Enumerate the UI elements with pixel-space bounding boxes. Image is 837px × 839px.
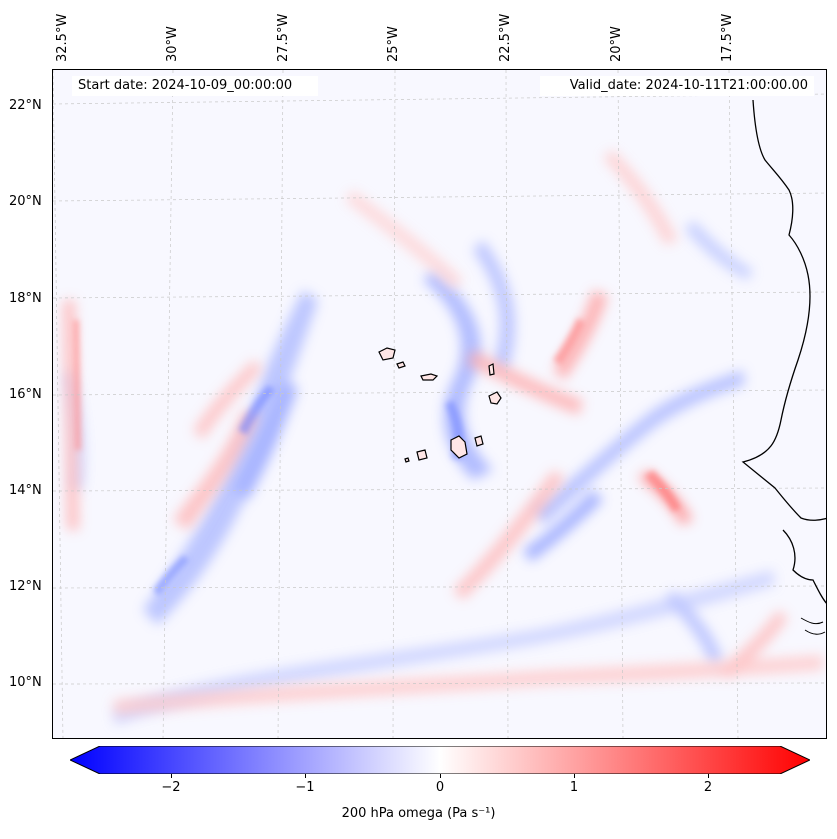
cb-tickmark-1 (574, 774, 575, 778)
guinea-coastline (782, 529, 826, 604)
colorbar (68, 745, 812, 775)
cb-tick-neg2: −2 (161, 780, 181, 795)
lon-label-20w: 20°W (609, 26, 624, 62)
island-fogo (416, 449, 428, 461)
lat-label-10n: 10°N (9, 675, 42, 690)
omega-cores (73, 318, 681, 596)
lat-label-12n: 12°N (9, 579, 42, 594)
cb-tick-neg1: −1 (295, 780, 315, 795)
lat-label-16n: 16°N (9, 387, 42, 402)
island-santiago (450, 435, 468, 459)
valid-date-label: Valid_date: 2024-10-11T21:00:00.00 (540, 76, 814, 96)
lon-label-30w: 30°W (165, 26, 180, 62)
cb-tickmark-2 (708, 774, 709, 778)
island-sao-vicente (396, 361, 406, 369)
island-sao-nicolau (420, 373, 439, 381)
island-santo-antao (378, 347, 396, 361)
cb-tick-2: 2 (703, 780, 713, 795)
island-maio (474, 435, 484, 447)
cb-tick-1: 1 (569, 780, 579, 795)
lon-label-32-5w: 32.5°W (55, 13, 70, 62)
island-brava (404, 457, 410, 463)
omega-field (53, 70, 826, 738)
africa-coastline (741, 99, 826, 521)
lon-label-17-5w: 17.5°W (720, 13, 735, 62)
cb-tickmark-neg1 (305, 774, 306, 778)
bissagos-islands (800, 617, 826, 635)
positive-omega-regions (63, 150, 823, 715)
cb-tick-0: 0 (435, 780, 445, 795)
graticule (53, 70, 826, 738)
lat-label-20n: 20°N (9, 194, 42, 209)
start-date-label: Start date: 2024-10-09_00:00:00 (72, 76, 318, 96)
cb-tickmark-0 (440, 774, 441, 778)
lon-label-25w: 25°W (386, 26, 401, 62)
lat-label-22n: 22°N (9, 98, 42, 113)
colorbar-gradient (68, 745, 812, 775)
island-boa-vista (488, 391, 502, 405)
lat-label-14n: 14°N (9, 483, 42, 498)
lon-label-22-5w: 22.5°W (498, 13, 513, 62)
island-sal (488, 363, 495, 376)
lon-label-27-5w: 27.5°W (276, 13, 291, 62)
cape-verde-islands (378, 347, 502, 463)
cb-tickmark-neg2 (171, 774, 172, 778)
map-panel (52, 69, 827, 739)
colorbar-label: 200 hPa omega (Pa s⁻¹) (341, 806, 496, 821)
lat-label-18n: 18°N (9, 291, 42, 306)
negative-omega-regions (63, 220, 775, 725)
